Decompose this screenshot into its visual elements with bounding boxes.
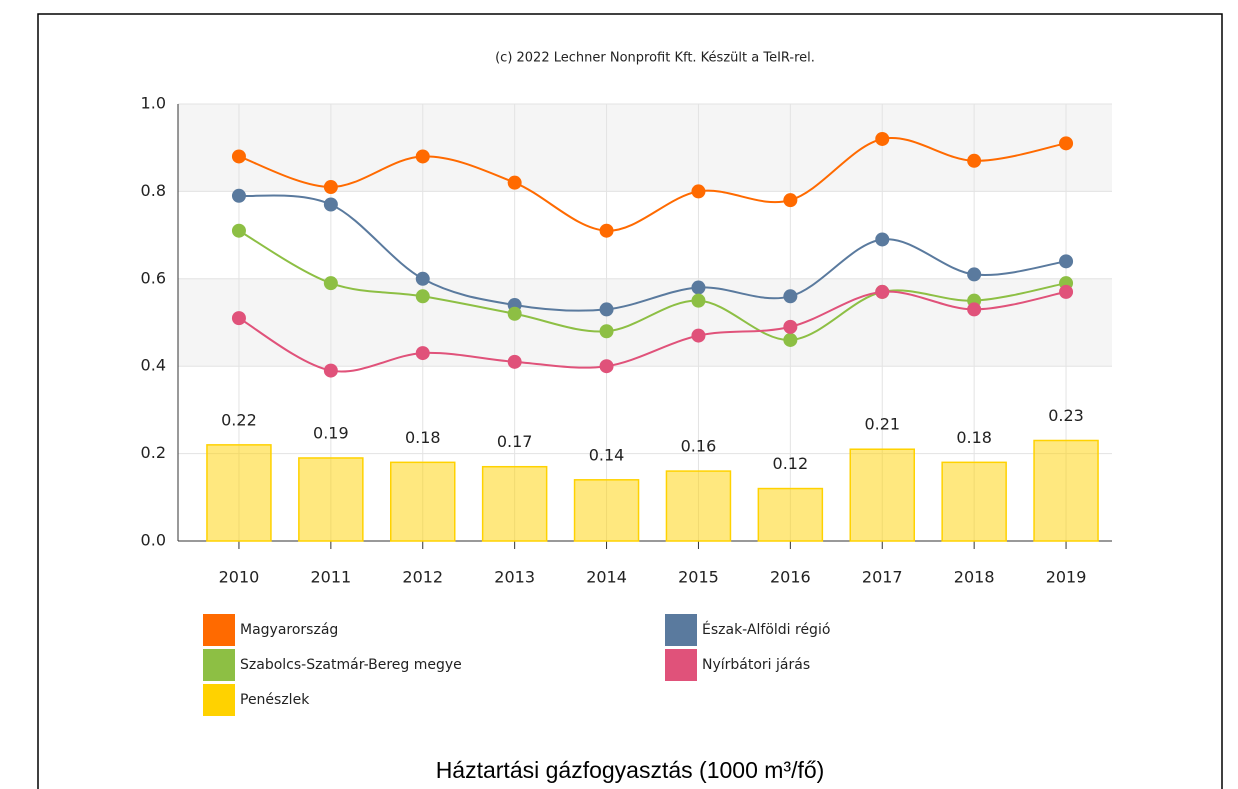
legend-swatch bbox=[203, 649, 235, 681]
point bbox=[599, 359, 614, 374]
x-tick-label: 2016 bbox=[770, 568, 811, 587]
point bbox=[783, 289, 798, 304]
point bbox=[231, 149, 246, 164]
point bbox=[507, 306, 522, 321]
x-tick-label: 2015 bbox=[678, 568, 719, 587]
point bbox=[507, 175, 522, 190]
point bbox=[875, 284, 890, 299]
y-tick-label: 0.4 bbox=[141, 356, 166, 375]
point bbox=[967, 267, 982, 282]
point bbox=[323, 363, 338, 378]
point bbox=[967, 153, 982, 168]
x-tick-label: 2014 bbox=[586, 568, 627, 587]
plot-band bbox=[178, 278, 1112, 367]
legend-swatch bbox=[203, 684, 235, 716]
bar-value-label: 0.23 bbox=[1048, 406, 1084, 425]
line bbox=[238, 290, 1067, 373]
point bbox=[599, 302, 614, 317]
legend-label: Magyarország bbox=[240, 622, 338, 638]
frame bbox=[37, 13, 1223, 789]
y-tick-label: 0.0 bbox=[141, 531, 166, 550]
bar bbox=[390, 461, 456, 542]
point bbox=[231, 188, 246, 203]
legend-label: Penészlek bbox=[240, 692, 310, 708]
credit: (c) 2022 Lechner Nonprofit Kft. Készült … bbox=[495, 51, 815, 66]
point bbox=[691, 328, 706, 343]
bar-value-label: 0.18 bbox=[956, 428, 992, 447]
point bbox=[875, 232, 890, 247]
point bbox=[875, 131, 890, 146]
point bbox=[231, 311, 246, 326]
legend-swatch bbox=[665, 649, 697, 681]
bar bbox=[849, 448, 915, 542]
line bbox=[238, 194, 1067, 312]
x-tick-label: 2011 bbox=[310, 568, 351, 587]
y-tick-label: 0.8 bbox=[141, 181, 166, 200]
point bbox=[415, 346, 430, 361]
point bbox=[783, 319, 798, 334]
bar-value-label: 0.22 bbox=[221, 410, 257, 429]
point bbox=[691, 184, 706, 199]
bar bbox=[665, 470, 732, 542]
x-tick-label: 2013 bbox=[494, 568, 535, 587]
point bbox=[323, 180, 338, 195]
bar-value-label: 0.17 bbox=[497, 432, 533, 451]
point bbox=[323, 276, 338, 291]
point bbox=[507, 354, 522, 369]
bar bbox=[298, 457, 364, 542]
point bbox=[691, 280, 706, 295]
bar bbox=[757, 487, 824, 542]
point bbox=[323, 197, 338, 212]
bar-value-label: 0.18 bbox=[405, 428, 441, 447]
y-tick-label: 0.2 bbox=[141, 443, 166, 462]
x-tick-label: 2018 bbox=[954, 568, 995, 587]
y-tick-label: 0.6 bbox=[141, 268, 166, 287]
chart-title: Háztartási gázfogyasztás (1000 m³/fő) bbox=[436, 757, 825, 783]
point bbox=[691, 293, 706, 308]
plot-band bbox=[178, 104, 1112, 192]
legend-label: Észak-Alföldi régió bbox=[702, 621, 830, 638]
x-tick-label: 2010 bbox=[219, 568, 260, 587]
point bbox=[967, 302, 982, 317]
bar bbox=[206, 444, 272, 542]
x-tick-label: 2012 bbox=[402, 568, 443, 587]
bar-value-label: 0.14 bbox=[589, 445, 625, 464]
point bbox=[599, 223, 614, 238]
bar-value-label: 0.19 bbox=[313, 423, 349, 442]
legend-swatch bbox=[665, 614, 697, 646]
bar bbox=[573, 479, 640, 542]
bar-value-label: 0.12 bbox=[773, 454, 809, 473]
point bbox=[1059, 136, 1074, 151]
point bbox=[231, 223, 246, 238]
line bbox=[238, 229, 1067, 341]
point bbox=[415, 149, 430, 164]
bar-value-label: 0.21 bbox=[864, 415, 900, 434]
point bbox=[1059, 284, 1074, 299]
x-tick-label: 2017 bbox=[862, 568, 903, 587]
legend-label: Nyírbátori járás bbox=[702, 657, 810, 673]
bar-value-label: 0.16 bbox=[681, 437, 717, 456]
point bbox=[1059, 254, 1074, 269]
point bbox=[415, 289, 430, 304]
legend-label: Szabolcs-Szatmár-Bereg megye bbox=[240, 657, 462, 673]
bar bbox=[1033, 439, 1099, 542]
point bbox=[783, 332, 798, 347]
y-tick-label: 1.0 bbox=[141, 94, 166, 113]
x-tick-label: 2019 bbox=[1046, 568, 1087, 587]
line bbox=[238, 136, 1067, 232]
point bbox=[415, 271, 430, 286]
point bbox=[783, 193, 798, 208]
bar bbox=[481, 465, 548, 542]
legend-swatch bbox=[203, 614, 235, 646]
point bbox=[599, 324, 614, 339]
bar bbox=[941, 461, 1007, 542]
